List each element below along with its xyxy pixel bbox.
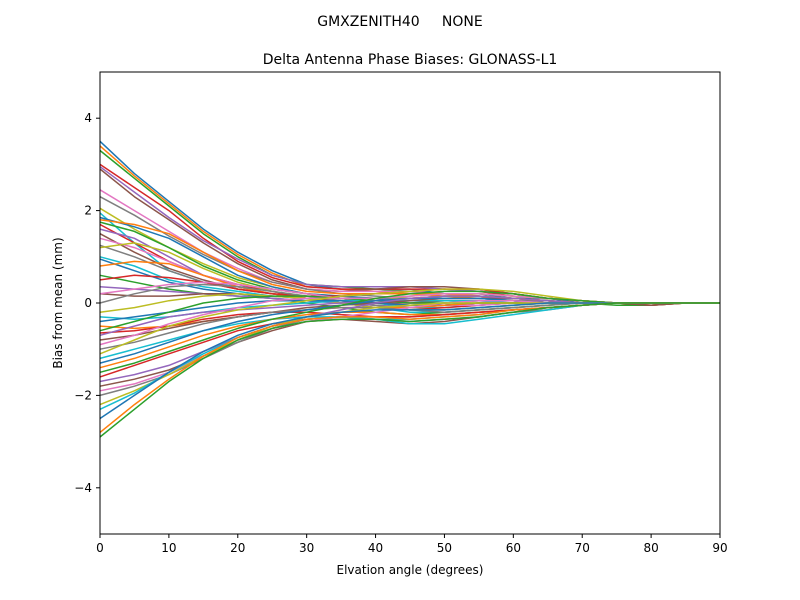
series-group	[99, 140, 720, 438]
x-tick-label: 50	[437, 541, 452, 555]
series-line	[99, 302, 720, 438]
x-axis: 0 10 20 30 40 50 60 70 80 90	[96, 534, 728, 555]
y-tick-label: 4	[84, 111, 92, 125]
x-tick-label: 0	[96, 541, 104, 555]
x-tick-label: 10	[161, 541, 176, 555]
series-line	[99, 149, 720, 307]
x-tick-label: 20	[230, 541, 245, 555]
x-tick-label: 90	[712, 541, 727, 555]
figure-suptitle: GMXZENITH40 NONE	[317, 14, 483, 30]
chart-title: Delta Antenna Phase Biases: GLONASS-L1	[263, 52, 558, 68]
y-axis-label: Bias from mean (mm)	[51, 237, 65, 368]
y-axis: −4 −2 0 2 4	[74, 111, 100, 495]
y-tick-label: 2	[84, 204, 92, 218]
x-tick-label: 80	[643, 541, 658, 555]
y-tick-label: −4	[74, 481, 92, 495]
x-tick-label: 70	[575, 541, 590, 555]
series-line	[99, 302, 720, 330]
y-tick-label: 0	[84, 296, 92, 310]
series-line	[99, 219, 720, 304]
y-tick-label: −2	[74, 388, 92, 402]
series-line	[99, 302, 720, 360]
x-tick-label: 40	[368, 541, 383, 555]
x-tick-label: 60	[506, 541, 521, 555]
x-axis-label: Elvation angle (degrees)	[337, 563, 484, 577]
x-tick-label: 30	[299, 541, 314, 555]
series-line	[99, 302, 720, 387]
series-line	[99, 302, 720, 406]
